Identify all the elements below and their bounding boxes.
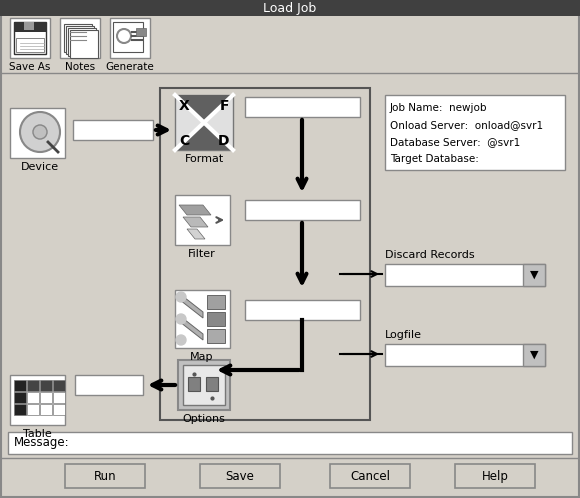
Polygon shape [179,205,211,215]
Text: X: X [179,99,190,113]
Polygon shape [175,95,204,122]
Bar [245,200,360,220]
Bar [10,18,50,58]
Bar [207,295,225,309]
Bar [40,404,52,415]
Text: Message:: Message: [14,436,70,449]
Polygon shape [183,217,208,227]
Bar [206,377,218,391]
Polygon shape [204,95,233,122]
Text: Onload Server:  onload@svr1: Onload Server: onload@svr1 [390,120,543,130]
Bar [14,22,46,54]
Bar [245,97,360,117]
Bar [40,380,52,391]
Text: Discard Records: Discard Records [385,250,474,260]
Bar [110,18,150,58]
Bar [245,300,360,320]
Bar [10,108,65,158]
Bar [207,329,225,343]
Bar [40,392,52,403]
Text: Save As: Save As [9,62,50,72]
Bar [175,195,230,245]
Bar [53,392,65,403]
Text: Job Name:  newjob: Job Name: newjob [390,103,488,113]
Text: D: D [218,134,229,148]
Text: Device: Device [21,162,59,172]
Bar [200,464,280,488]
Bar [188,377,200,391]
Bar [53,380,65,391]
Bar [330,464,410,488]
Circle shape [176,335,186,345]
Bar [178,360,230,410]
Bar [8,432,572,454]
Bar [68,28,96,56]
Bar [60,18,100,58]
Circle shape [33,125,47,139]
Bar [160,88,370,420]
Text: Table: Table [23,429,52,439]
Bar [523,264,545,286]
Bar [27,380,39,391]
Bar [14,392,26,403]
Bar [27,404,39,415]
Bar [75,375,143,395]
Bar [14,380,26,391]
Text: Help: Help [481,470,509,483]
Bar [64,24,92,52]
Text: ▼: ▼ [530,350,538,360]
Polygon shape [204,122,233,150]
Bar [136,28,146,36]
Bar [65,464,145,488]
Bar [385,95,565,170]
Polygon shape [187,229,205,239]
Text: Cancel: Cancel [350,470,390,483]
Text: Notes: Notes [65,62,95,72]
Text: Save: Save [226,470,255,483]
Bar [27,392,39,403]
Text: Format: Format [184,154,224,164]
Bar [0,0,580,16]
Circle shape [176,292,186,302]
Text: C: C [179,134,189,148]
Text: Run: Run [94,470,117,483]
Polygon shape [180,294,203,318]
Bar [175,290,230,348]
Bar [523,344,545,366]
Text: Database Server:  @svr1: Database Server: @svr1 [390,137,520,147]
Bar [113,22,143,52]
Bar [385,264,545,286]
Text: ▼: ▼ [530,270,538,280]
Text: Generate: Generate [106,62,154,72]
Text: Options: Options [183,414,226,424]
Text: Logfile: Logfile [385,330,422,340]
Polygon shape [180,316,203,340]
Text: Target Database:: Target Database: [390,154,479,164]
Bar [53,404,65,415]
Bar [14,22,46,32]
Bar [10,375,65,425]
Text: Load Job: Load Job [263,1,317,14]
Bar [207,312,225,326]
Bar [385,344,545,366]
Bar [24,22,34,30]
Bar [183,365,225,405]
Polygon shape [175,122,204,150]
Text: Map: Map [190,352,214,362]
Bar [66,26,94,54]
Circle shape [176,314,186,324]
Bar [70,30,98,58]
Text: F: F [219,99,229,113]
Bar [175,95,233,150]
Circle shape [20,112,60,152]
Bar [455,464,535,488]
Bar [14,404,26,415]
Bar [16,38,44,52]
Text: Filter: Filter [188,249,216,259]
Bar [73,120,153,140]
